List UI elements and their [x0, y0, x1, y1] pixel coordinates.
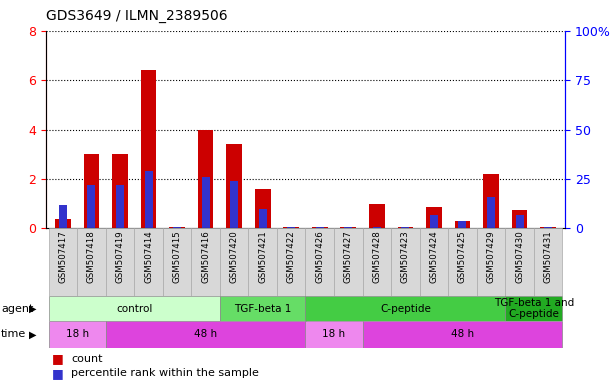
- Bar: [340, 227, 356, 228]
- Bar: [87, 185, 95, 228]
- Text: GSM507420: GSM507420: [230, 230, 239, 283]
- Bar: [163, 228, 191, 296]
- Text: GSM507422: GSM507422: [287, 230, 296, 283]
- Text: control: control: [116, 303, 153, 314]
- Text: TGF-beta 1: TGF-beta 1: [234, 303, 291, 314]
- Bar: [277, 228, 306, 296]
- Bar: [55, 218, 71, 228]
- Bar: [116, 185, 124, 228]
- Text: GSM507426: GSM507426: [315, 230, 324, 283]
- Bar: [306, 296, 505, 321]
- Bar: [455, 221, 470, 228]
- Bar: [544, 227, 552, 228]
- Bar: [173, 227, 181, 228]
- Text: percentile rank within the sample: percentile rank within the sample: [71, 368, 259, 378]
- Text: GSM507419: GSM507419: [115, 230, 125, 283]
- Bar: [373, 227, 381, 228]
- Bar: [345, 227, 353, 228]
- Bar: [430, 215, 438, 228]
- Text: count: count: [71, 354, 103, 364]
- Text: GDS3649 / ILMN_2389506: GDS3649 / ILMN_2389506: [46, 9, 227, 23]
- Text: C-peptide: C-peptide: [380, 303, 431, 314]
- Bar: [258, 209, 266, 228]
- Bar: [487, 197, 495, 228]
- Bar: [458, 220, 466, 228]
- Bar: [483, 174, 499, 228]
- Text: GSM507431: GSM507431: [544, 230, 552, 283]
- Text: GSM507429: GSM507429: [486, 230, 496, 283]
- Bar: [362, 321, 562, 348]
- Text: GSM507424: GSM507424: [430, 230, 439, 283]
- Text: ■: ■: [52, 353, 64, 366]
- Text: agent: agent: [1, 303, 34, 314]
- Bar: [426, 207, 442, 228]
- Bar: [84, 154, 100, 228]
- Bar: [369, 204, 385, 228]
- Bar: [226, 144, 242, 228]
- Bar: [141, 70, 156, 228]
- Text: 48 h: 48 h: [194, 329, 217, 339]
- Bar: [540, 227, 556, 228]
- Bar: [220, 296, 306, 321]
- Bar: [511, 210, 527, 228]
- Text: TGF-beta 1 and
C-peptide: TGF-beta 1 and C-peptide: [494, 298, 574, 319]
- Bar: [420, 228, 448, 296]
- Text: time: time: [1, 329, 26, 339]
- Bar: [198, 129, 213, 228]
- Text: GSM507428: GSM507428: [372, 230, 381, 283]
- Text: GSM507416: GSM507416: [201, 230, 210, 283]
- Text: GSM507421: GSM507421: [258, 230, 267, 283]
- Text: 18 h: 18 h: [65, 329, 89, 339]
- Bar: [505, 228, 534, 296]
- Bar: [77, 228, 106, 296]
- Bar: [505, 296, 562, 321]
- Bar: [448, 228, 477, 296]
- Bar: [534, 228, 562, 296]
- Bar: [316, 227, 324, 228]
- Bar: [362, 228, 391, 296]
- Bar: [49, 321, 106, 348]
- Text: 18 h: 18 h: [323, 329, 346, 339]
- Bar: [401, 227, 409, 228]
- Bar: [202, 177, 210, 228]
- Text: ▶: ▶: [29, 329, 37, 339]
- Text: ■: ■: [52, 367, 64, 380]
- Bar: [284, 227, 299, 228]
- Bar: [169, 227, 185, 228]
- Text: ▶: ▶: [29, 303, 37, 314]
- Bar: [59, 205, 67, 228]
- Bar: [398, 227, 413, 228]
- Bar: [477, 228, 505, 296]
- Bar: [106, 228, 134, 296]
- Bar: [306, 228, 334, 296]
- Bar: [106, 321, 306, 348]
- Text: GSM507427: GSM507427: [344, 230, 353, 283]
- Bar: [391, 228, 420, 296]
- Bar: [306, 321, 362, 348]
- Bar: [220, 228, 249, 296]
- Bar: [249, 228, 277, 296]
- Bar: [191, 228, 220, 296]
- Bar: [112, 154, 128, 228]
- Text: GSM507430: GSM507430: [515, 230, 524, 283]
- Text: GSM507425: GSM507425: [458, 230, 467, 283]
- Text: GSM507417: GSM507417: [59, 230, 67, 283]
- Text: GSM507414: GSM507414: [144, 230, 153, 283]
- Bar: [230, 181, 238, 228]
- Bar: [312, 227, 327, 228]
- Text: GSM507418: GSM507418: [87, 230, 96, 283]
- Text: 48 h: 48 h: [451, 329, 474, 339]
- Bar: [255, 189, 271, 228]
- Text: GSM507415: GSM507415: [172, 230, 181, 283]
- Bar: [145, 171, 153, 228]
- Bar: [49, 228, 77, 296]
- Bar: [287, 227, 295, 228]
- Bar: [334, 228, 362, 296]
- Bar: [516, 215, 524, 228]
- Bar: [134, 228, 163, 296]
- Bar: [49, 296, 220, 321]
- Text: GSM507423: GSM507423: [401, 230, 410, 283]
